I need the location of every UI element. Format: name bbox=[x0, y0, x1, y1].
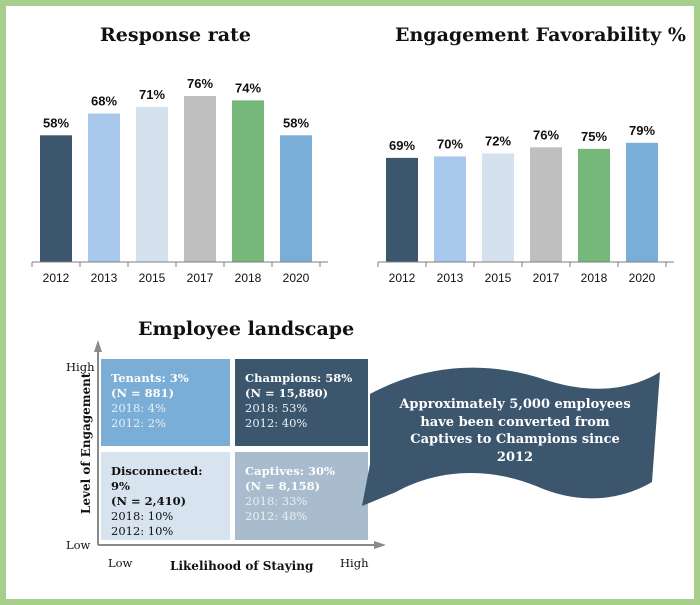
y-axis-low-label: Low bbox=[66, 538, 91, 552]
callout-banner-shape bbox=[362, 367, 660, 506]
y-axis-arrowhead bbox=[94, 340, 102, 352]
response-rate-title: Response rate bbox=[100, 24, 251, 46]
response-rate-tick-2015: 2015 bbox=[139, 271, 166, 285]
captives-title: Captives: 30% bbox=[245, 464, 335, 478]
x-axis-high-label: High bbox=[340, 556, 369, 570]
engagement-favorability-chart: 69% 2012 70% 2013 72% 2015 76% 2017 75% 2018 79% 20… bbox=[377, 123, 674, 285]
x-axis-arrowhead bbox=[374, 541, 386, 549]
y-axis-high-label: High bbox=[66, 360, 95, 374]
response-rate-tick-2012: 2012 bbox=[43, 271, 70, 285]
response-rate-tick-2018: 2018 bbox=[235, 271, 262, 285]
tenants-count: (N = 881) bbox=[111, 386, 175, 400]
y-axis-title: Level of Engagement bbox=[79, 372, 93, 514]
engagement-favorability-bar-2017 bbox=[530, 147, 562, 262]
x-axis-title: Likelihood of Staying bbox=[170, 559, 314, 573]
champions-title: Champions: 58% bbox=[245, 371, 353, 385]
engagement-favorability-tick-2018: 2018 bbox=[581, 271, 608, 285]
response-rate-value-label-2015: 71% bbox=[139, 87, 165, 102]
champions-2012: 2012: 40% bbox=[245, 416, 308, 430]
response-rate-tick-2013: 2013 bbox=[91, 271, 118, 285]
tenants-title: Tenants: 3% bbox=[111, 371, 189, 385]
tenants-2018: 2018: 4% bbox=[111, 401, 167, 415]
captives-count: (N = 8,158) bbox=[245, 479, 321, 493]
disconnected-2012: 2012: 10% bbox=[111, 524, 174, 538]
engagement-favorability-value-label-2017: 76% bbox=[533, 127, 559, 142]
engagement-favorability-value-label-2012: 69% bbox=[389, 138, 415, 153]
response-rate-bar-2013 bbox=[88, 113, 120, 262]
quadrant-tenants: Tenants: 3% (N = 881) 2018: 4% 2012: 2% bbox=[101, 359, 230, 446]
quadrant-champions: Champions: 58% (N = 15,880) 2018: 53% 20… bbox=[235, 359, 368, 446]
engagement-favorability-value-label-2013: 70% bbox=[437, 136, 463, 151]
callout-banner bbox=[362, 367, 660, 506]
response-rate-bar-2020 bbox=[280, 135, 312, 262]
captives-2012: 2012: 48% bbox=[245, 509, 308, 523]
champions-2018: 2018: 53% bbox=[245, 401, 308, 415]
engagement-favorability-tick-2015: 2015 bbox=[485, 271, 512, 285]
callout-text: Approximately 5,000 employees have been … bbox=[399, 397, 631, 465]
disconnected-title: Disconnected: 9% bbox=[111, 464, 203, 493]
engagement-favorability-bar-2015 bbox=[482, 153, 514, 262]
disconnected-count: (N = 2,410) bbox=[111, 494, 187, 508]
engagement-favorability-tick-2020: 2020 bbox=[629, 271, 656, 285]
engagement-favorability-value-label-2018: 75% bbox=[581, 129, 607, 144]
disconnected-2018: 2018: 10% bbox=[111, 509, 174, 523]
champions-count: (N = 15,880) bbox=[245, 386, 329, 400]
engagement-favorability-tick-2012: 2012 bbox=[389, 271, 416, 285]
response-rate-value-label-2017: 76% bbox=[187, 76, 213, 91]
engagement-favorability-bar-2020 bbox=[626, 142, 658, 262]
employee-landscape-title: Employee landscape bbox=[138, 318, 355, 340]
response-rate-value-label-2013: 68% bbox=[91, 93, 117, 108]
engagement-favorability-value-label-2015: 72% bbox=[485, 133, 511, 148]
engagement-favorability-title: Engagement Favorability % bbox=[395, 24, 686, 46]
engagement-favorability-bar-2018 bbox=[578, 148, 610, 262]
x-axis-low-label: Low bbox=[108, 556, 133, 570]
response-rate-chart: 58% 2012 68% 2013 71% 2015 76% 2017 74% 2018 58% 20… bbox=[31, 76, 328, 285]
engagement-favorability-tick-2017: 2017 bbox=[533, 271, 560, 285]
engagement-favorability-bar-2013 bbox=[434, 156, 466, 262]
tenants-2012: 2012: 2% bbox=[111, 416, 167, 430]
engagement-favorability-bar-2012 bbox=[386, 157, 418, 262]
response-rate-bar-2015 bbox=[136, 106, 168, 262]
response-rate-tick-2017: 2017 bbox=[187, 271, 214, 285]
response-rate-value-label-2018: 74% bbox=[235, 80, 261, 95]
engagement-favorability-tick-2013: 2013 bbox=[437, 271, 464, 285]
response-rate-tick-2020: 2020 bbox=[283, 271, 310, 285]
quadrant-captives: Captives: 30% (N = 8,158) 2018: 33% 2012… bbox=[235, 452, 368, 540]
quadrant-disconnected: Disconnected: 9% (N = 2,410) 2018: 10% 2… bbox=[101, 452, 230, 540]
response-rate-bar-2018 bbox=[232, 100, 264, 262]
response-rate-value-label-2012: 58% bbox=[43, 115, 69, 130]
engagement-favorability-value-label-2020: 79% bbox=[629, 123, 655, 138]
response-rate-bar-2012 bbox=[40, 135, 72, 262]
captives-2018: 2018: 33% bbox=[245, 494, 308, 508]
response-rate-bar-2017 bbox=[184, 96, 216, 262]
response-rate-value-label-2020: 58% bbox=[283, 115, 309, 130]
engagement-matrix: Tenants: 3% (N = 881) 2018: 4% 2012: 2% … bbox=[98, 356, 372, 542]
